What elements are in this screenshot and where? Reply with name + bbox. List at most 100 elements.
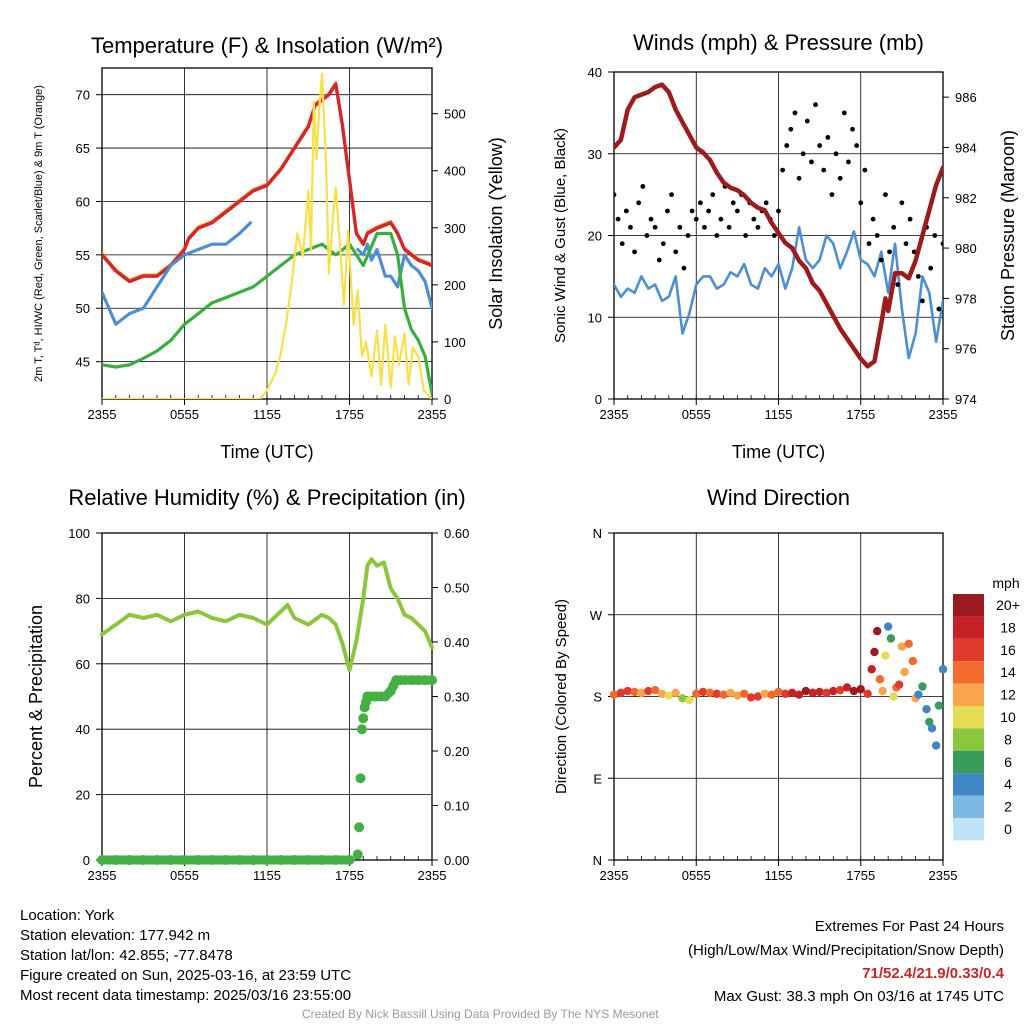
colorbar-swatch: [953, 661, 984, 684]
direction-point: [822, 688, 831, 698]
gust-point: [788, 126, 794, 132]
direction-point: [746, 693, 756, 702]
gust-point: [846, 159, 851, 165]
gust-point: [920, 298, 925, 304]
direction-point: [774, 687, 783, 697]
direction-point: [794, 690, 804, 699]
direction-point: [726, 688, 735, 698]
direction-point: [904, 639, 913, 649]
direction-point: [650, 685, 660, 695]
direction-point: [808, 688, 817, 698]
gust-point: [771, 233, 777, 238]
y-right-tick-label: 0.40: [444, 635, 469, 650]
colorbar-swatch: [953, 773, 984, 796]
gust-point: [706, 208, 711, 214]
gust-point: [858, 200, 864, 206]
gust-point: [660, 241, 666, 247]
precip-point: [355, 773, 366, 784]
gust-point: [743, 233, 748, 238]
gust-point: [891, 224, 897, 230]
direction-point: [692, 689, 701, 698]
precip-point: [275, 855, 286, 865]
gust-point: [702, 224, 707, 230]
gust-point: [640, 184, 646, 189]
x-tick-label: 2355: [600, 407, 629, 422]
temperature-chart: 2355 0555 1155 1755 2355 45 50 55 60 65 70 0 100 200 3…: [33, 33, 506, 462]
direction-point: [664, 691, 674, 700]
y-right-tick-label: 0.30: [444, 690, 469, 705]
gust-point: [730, 200, 736, 206]
direction-point: [644, 686, 653, 696]
gust-point: [632, 249, 637, 255]
colorbar-swatch: [953, 818, 984, 841]
gust-point: [903, 241, 909, 247]
gust-point: [726, 224, 732, 230]
x-tick-label: 1155: [253, 868, 281, 883]
created-label: Figure created on Sun, 2025-03-16, at 23…: [20, 967, 352, 984]
precip-point: [330, 855, 341, 865]
gust-point: [681, 265, 687, 271]
y-axis-label: Sonic Wind & Gust (Blue, Black): [552, 128, 569, 343]
x-tick-label: 0555: [170, 868, 199, 883]
colorbar-swatch: [953, 750, 984, 774]
direction-point: [875, 675, 885, 684]
chart-title: Temperature (F) & Insolation (W/m²): [91, 33, 443, 58]
gust-point: [829, 192, 835, 198]
gust-point: [874, 233, 880, 238]
y-tick-label: 100: [68, 526, 90, 541]
colorbar-label: 10: [1000, 709, 1016, 725]
x-tick-label: 1155: [253, 407, 281, 422]
y-right-tick-label: 976: [955, 342, 977, 357]
direction-point: [867, 665, 876, 674]
x-tick-label: 1755: [846, 407, 875, 422]
direction-point: [712, 689, 722, 698]
x-tick-label: 1755: [335, 868, 364, 883]
direction-point: [842, 683, 852, 692]
direction-point: [767, 690, 776, 699]
direction-point: [883, 622, 893, 631]
direction-point: [908, 656, 918, 666]
direction-point: [900, 667, 909, 677]
colorbar-label: 14: [1000, 664, 1016, 680]
y-axis-label: 2m T, Tᵈ, HI/WC (Red, Green, Scarlet/Blu…: [33, 85, 45, 382]
precip-point: [358, 713, 369, 724]
colorbar-label: 2: [1004, 799, 1012, 815]
x-tick-label: 2355: [418, 407, 447, 422]
y-right-tick-label: 300: [444, 221, 466, 236]
gust-point: [644, 233, 650, 238]
x-axis-label: Time (UTC): [220, 442, 313, 462]
direction-point: [678, 694, 687, 703]
direction-point: [897, 642, 907, 651]
direction-point: [760, 689, 769, 698]
extremes-values: 71/52.4/21.9/0.33/0.4: [862, 965, 1004, 982]
direction-point: [835, 685, 845, 695]
humidity-chart: 2355 0555 1155 1755 23550204060801000.000.10…: [26, 485, 469, 883]
gust-point: [685, 233, 691, 238]
direction-point: [637, 688, 646, 698]
direction-point: [873, 626, 882, 636]
gust-point: [734, 208, 740, 214]
y-tick-label: 20: [588, 229, 602, 244]
gust-point: [669, 192, 674, 198]
latlon-label: Station lat/lon: 42.855; -77.8478: [20, 947, 233, 964]
gust-point: [689, 208, 695, 214]
y-tick-label: 40: [76, 722, 90, 737]
y-right-tick-label: 984: [955, 140, 977, 155]
y-right-tick-label: 100: [444, 335, 466, 350]
colorbar-label: 18: [1000, 619, 1016, 635]
gust-point: [652, 224, 658, 230]
precip-point: [354, 822, 365, 833]
x-tick-label: 2355: [88, 407, 117, 422]
y-right-tick-label: 200: [444, 278, 466, 293]
x-axis-label: Time (UTC): [732, 442, 825, 462]
gust-point: [907, 216, 913, 222]
y-tick-label: S: [593, 690, 602, 705]
gust-point: [697, 200, 703, 206]
gust-point: [940, 241, 943, 247]
y-right-tick-label: 0.20: [444, 744, 469, 759]
direction-point: [856, 685, 865, 694]
direction-point: [889, 692, 898, 701]
colorbar-swatch: [953, 706, 984, 729]
gust-point: [887, 249, 892, 255]
direction-point: [922, 705, 931, 714]
